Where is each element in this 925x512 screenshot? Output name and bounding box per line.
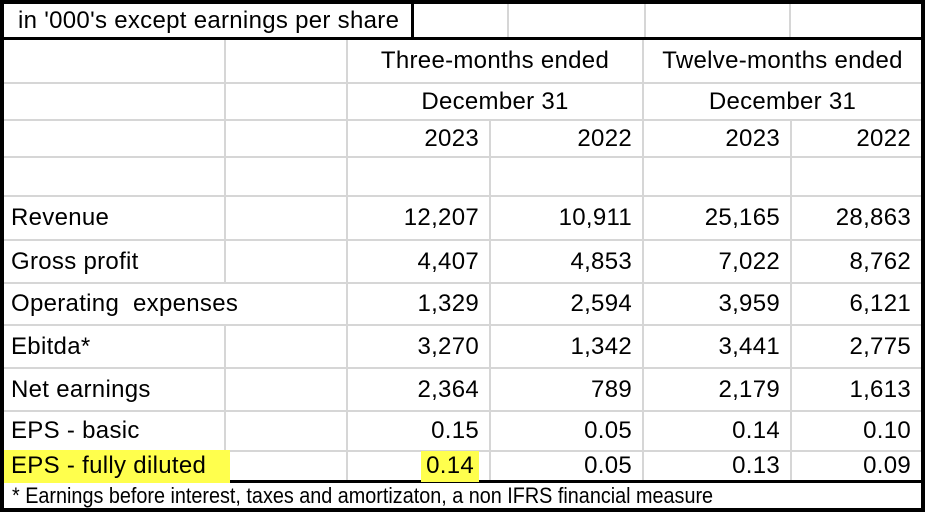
table-row-ebitda: Ebitda* 3,270 1,342 3,441 2,775: [4, 326, 921, 369]
cell-value: 0.14: [644, 412, 792, 450]
year-header-row: 2023 2022 2023 2022: [4, 121, 921, 158]
empty-cell: [348, 158, 491, 195]
cell-value: 7,022: [644, 241, 792, 282]
title-row: in '000's except earnings per share: [4, 4, 921, 40]
cell-value-highlighted: 0.14: [348, 450, 491, 482]
twelve-months-header-label: Twelve-months ended: [662, 47, 903, 74]
cell-value: 6,121: [849, 290, 911, 317]
empty-cell: [4, 121, 226, 156]
empty-cell: [226, 241, 348, 282]
spacer-row: [4, 158, 921, 197]
empty-cell: [4, 40, 226, 82]
cell-value: 789: [491, 369, 644, 410]
empty-cell: [4, 158, 226, 195]
empty-cell: [226, 40, 348, 82]
row-label: Net earnings: [4, 369, 226, 410]
empty-cell: [226, 121, 348, 156]
empty-cell: [491, 158, 644, 195]
table-row-eps-fully-diluted: EPS - fully diluted 0.14 0.05 0.13 0.09: [4, 449, 921, 483]
cell-value: 2,775: [849, 332, 911, 360]
empty-cell: [226, 412, 348, 450]
cell-value: 8,762: [849, 247, 911, 275]
year-header-2023-q: 2023: [348, 121, 491, 156]
empty-cell: [226, 284, 348, 324]
cell-value: 1,613: [849, 375, 911, 403]
empty-cell: [226, 452, 348, 480]
table-row-revenue: Revenue 12,207 10,911 25,165 28,863: [4, 197, 921, 241]
row-label-highlighted: EPS - fully diluted: [4, 449, 231, 483]
three-months-header: Three-months ended: [348, 40, 644, 82]
footnote-row: * Earnings before interest, taxes and am…: [4, 483, 921, 508]
empty-cell: [646, 4, 791, 37]
cell-value: 2,594: [491, 284, 644, 324]
empty-cell: [226, 197, 348, 239]
empty-cell: [4, 84, 226, 119]
year-header-2022-y: 2022: [856, 124, 911, 152]
period-date-header-row: December 31 December 31: [4, 84, 921, 121]
row-label: Operating expenses: [11, 290, 239, 317]
cell-value: 4,407: [348, 241, 491, 282]
empty-cell: [509, 4, 646, 37]
cell-value: 4,853: [491, 241, 644, 282]
cell-value: 3,270: [348, 326, 491, 367]
cell-value: 2,179: [644, 369, 792, 410]
cell-value: 0.15: [348, 412, 491, 450]
highlight-value: 0.14: [421, 450, 479, 482]
cell-value: 0.09: [863, 452, 911, 479]
table-row-net-earnings: Net earnings 2,364 789 2,179 1,613: [4, 369, 921, 412]
cell-value: 2,364: [348, 369, 491, 410]
empty-cell: [226, 158, 348, 195]
empty-cell: [226, 326, 348, 367]
table-row-gross-profit: Gross profit 4,407 4,853 7,022 8,762: [4, 241, 921, 284]
cell-value: 0.05: [491, 452, 644, 480]
december-31-label-1: December 31: [421, 87, 569, 115]
cell-value: 0.13: [644, 452, 792, 480]
empty-cell: [644, 158, 792, 195]
empty-cell: [792, 158, 921, 195]
cell-value: 1,329: [348, 284, 491, 324]
cell-value: 0.05: [491, 412, 644, 450]
row-label: EPS - basic: [4, 412, 226, 450]
cell-value: 10,911: [491, 197, 644, 239]
table-row-operating-expenses: Operating expenses 1,329 2,594 3,959 6,1…: [4, 284, 921, 326]
cell-value: 0.10: [863, 417, 911, 444]
empty-cell: [791, 4, 921, 37]
year-header-2023-y: 2023: [644, 121, 792, 156]
december-31-header-2: December 31: [644, 84, 921, 119]
highlight-label: EPS - fully diluted: [4, 449, 231, 483]
row-label: Gross profit: [4, 241, 226, 282]
cell-value: 25,165: [644, 197, 792, 239]
cell-value: 1,342: [491, 326, 644, 367]
row-label: Revenue: [4, 197, 226, 239]
cell-value: 3,959: [644, 284, 792, 324]
empty-cell: [226, 369, 348, 410]
empty-cell: [226, 84, 348, 119]
table-title: in '000's except earnings per share: [18, 6, 400, 34]
three-months-header-label: Three-months ended: [380, 47, 610, 74]
period-group-header-row: Three-months ended Twelve-months ended: [4, 40, 921, 84]
row-label: Ebitda*: [4, 326, 226, 367]
december-31-header-1: December 31: [348, 84, 644, 119]
footnote-cell: * Earnings before interest, taxes and am…: [4, 483, 921, 508]
cell-value: 28,863: [835, 204, 911, 231]
year-header-2022-q: 2022: [491, 121, 644, 156]
cell-value: 3,441: [644, 326, 792, 367]
twelve-months-header: Twelve-months ended: [644, 40, 921, 82]
empty-cell: [414, 4, 509, 37]
footnote-text: * Earnings before interest, taxes and am…: [12, 482, 714, 508]
december-31-label-2: December 31: [708, 87, 857, 115]
table-row-eps-basic: EPS - basic 0.15 0.05 0.14 0.10: [4, 412, 921, 452]
table-title-cell: in '000's except earnings per share: [4, 4, 414, 37]
cell-value: 12,207: [348, 197, 491, 239]
